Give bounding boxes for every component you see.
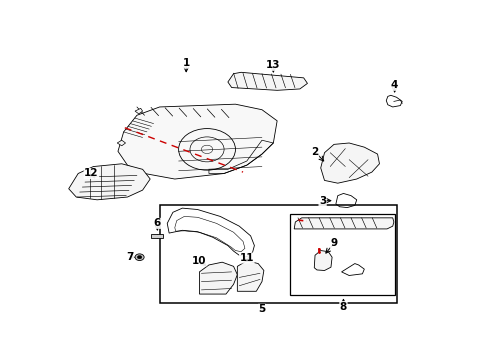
Text: 7: 7 [126, 252, 134, 262]
Text: 8: 8 [339, 302, 346, 311]
Text: 2: 2 [311, 147, 318, 157]
Bar [290, 214, 394, 296]
Circle shape [137, 256, 142, 259]
Polygon shape [314, 251, 331, 270]
Text: 12: 12 [84, 168, 99, 179]
Text: 4: 4 [390, 80, 398, 90]
Circle shape [135, 254, 144, 261]
Polygon shape [68, 164, 150, 200]
Polygon shape [227, 72, 307, 90]
Text: 10: 10 [192, 256, 206, 266]
Polygon shape [237, 261, 264, 291]
Text: 1: 1 [182, 58, 189, 68]
Polygon shape [199, 262, 237, 294]
Polygon shape [294, 218, 393, 229]
Text: 6: 6 [153, 219, 161, 228]
Polygon shape [135, 108, 142, 114]
Polygon shape [117, 140, 125, 146]
Text: 11: 11 [239, 253, 254, 263]
Polygon shape [320, 143, 379, 183]
Text: 9: 9 [330, 238, 337, 248]
Text: 5: 5 [258, 304, 265, 314]
Text: 13: 13 [265, 60, 280, 70]
Bar [159, 205, 396, 303]
Polygon shape [118, 104, 277, 179]
Text: 3: 3 [318, 195, 325, 206]
Bar [151, 234, 163, 238]
